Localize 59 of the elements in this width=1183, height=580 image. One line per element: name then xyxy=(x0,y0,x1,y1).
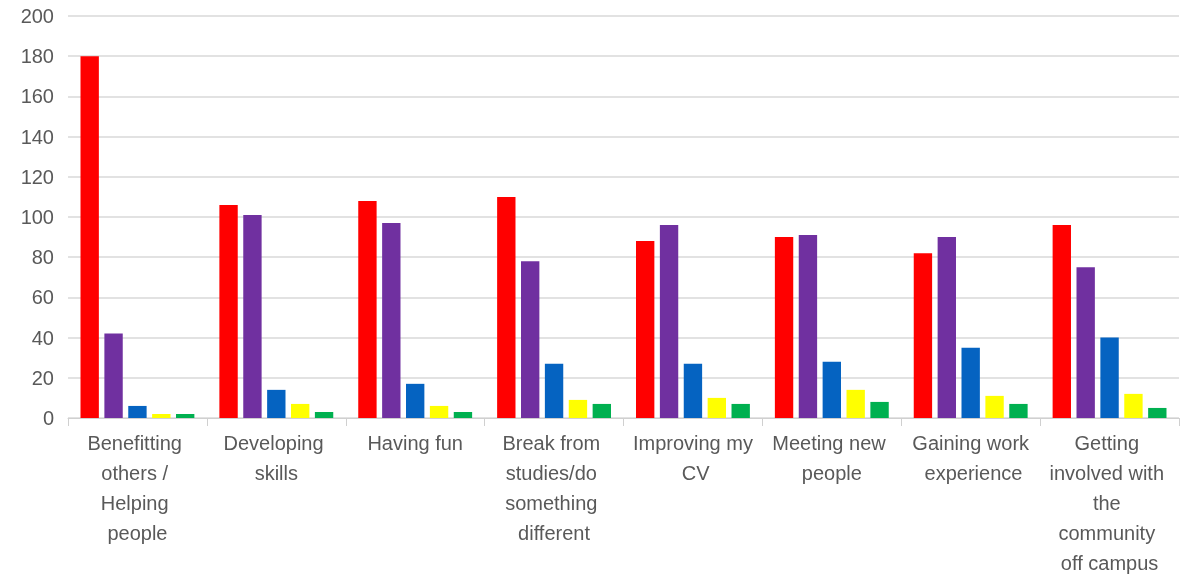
bar xyxy=(219,204,238,418)
bar xyxy=(104,333,123,418)
bar xyxy=(659,225,679,418)
bar xyxy=(683,363,703,418)
bar xyxy=(497,196,516,418)
y-tick-label: 40 xyxy=(31,326,54,349)
bar xyxy=(314,411,334,418)
bar xyxy=(707,397,726,418)
x-tick-label: Getting involved with the community off campus xyxy=(1049,432,1170,574)
x-tick-label: Benefitting others / Helping people xyxy=(87,432,188,544)
bar xyxy=(544,363,564,418)
bar xyxy=(429,405,449,418)
bar xyxy=(985,395,1004,418)
bar xyxy=(937,237,956,418)
bar xyxy=(774,237,794,418)
bar xyxy=(521,261,540,418)
bar xyxy=(358,200,377,418)
x-tick-label: Having fun xyxy=(367,432,463,454)
bar xyxy=(846,389,865,418)
bar xyxy=(1148,407,1167,418)
y-tick-label: 200 xyxy=(20,5,54,27)
bar xyxy=(406,383,425,418)
bar xyxy=(568,399,588,418)
bar xyxy=(798,235,818,418)
x-tick-label: Break from studies/do something different xyxy=(502,432,606,544)
bar xyxy=(1100,337,1119,418)
bar xyxy=(243,214,262,418)
bar xyxy=(176,413,195,418)
bar xyxy=(961,347,980,418)
y-tick-label: 80 xyxy=(31,246,54,269)
x-tick-label: Meeting new people xyxy=(772,432,892,484)
bar xyxy=(453,411,473,418)
bar xyxy=(128,405,147,418)
bar xyxy=(822,361,841,418)
y-tick-label: 180 xyxy=(20,45,54,68)
y-tick-label: 120 xyxy=(20,165,54,188)
bar xyxy=(1052,225,1071,418)
y-tick-label: 160 xyxy=(20,85,54,108)
bar xyxy=(1009,403,1028,418)
bar xyxy=(731,403,750,418)
bar xyxy=(152,413,171,418)
bar xyxy=(1124,393,1143,418)
bar xyxy=(80,56,99,418)
bar xyxy=(870,401,889,418)
bar xyxy=(1076,267,1095,418)
x-tick-label: Developing skills xyxy=(223,432,330,484)
bar xyxy=(913,253,933,418)
y-tick-label: 140 xyxy=(20,125,54,148)
bar xyxy=(382,223,401,418)
bar xyxy=(291,403,310,418)
y-tick-label: 0 xyxy=(42,407,54,429)
y-tick-label: 60 xyxy=(31,286,54,309)
bar xyxy=(267,389,286,418)
y-tick-label: 20 xyxy=(31,366,54,389)
y-tick-label: 100 xyxy=(20,206,54,228)
x-tick-label: Gaining work experience xyxy=(912,432,1031,484)
x-tick-label: Improving my CV xyxy=(632,432,753,484)
bar xyxy=(592,403,611,418)
bar xyxy=(636,241,655,418)
